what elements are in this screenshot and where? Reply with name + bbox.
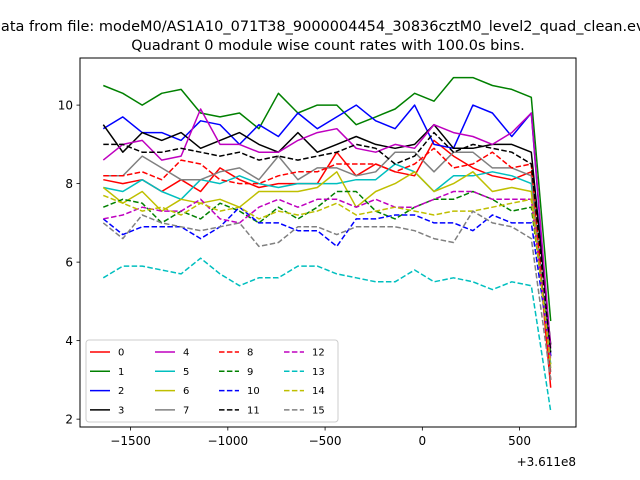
legend-label-3: 3 [118, 406, 124, 417]
x-tick-label: −500 [309, 434, 342, 448]
figure-suptitle: Data from file: modeM0/AS1A10_071T38_900… [0, 19, 640, 35]
series-line-9 [103, 190, 552, 353]
legend-label-7: 7 [183, 406, 189, 417]
legend-label-14: 14 [312, 386, 325, 397]
legend-label-15: 15 [312, 406, 325, 417]
series-line-11 [103, 131, 552, 353]
y-tick-label: 2 [65, 412, 73, 426]
x-tick-label: 500 [508, 434, 531, 448]
legend-label-5: 5 [183, 367, 189, 378]
legend-label-9: 9 [247, 367, 253, 378]
series-line-6 [102, 171, 552, 369]
legend-label-13: 13 [312, 367, 325, 378]
legend-label-4: 4 [183, 348, 189, 359]
y-tick-label: 4 [65, 334, 73, 348]
x-tick-label: 0 [419, 434, 427, 448]
legend-frame [85, 339, 339, 423]
series-line-13 [102, 257, 552, 412]
series-layer [102, 76, 552, 412]
legend-label-8: 8 [247, 348, 253, 359]
series-line-14 [103, 194, 552, 365]
x-axis: −1500 −1000 −500 0 500 [110, 427, 531, 448]
legend-label-0: 0 [118, 348, 124, 359]
legend-label-10: 10 [247, 386, 260, 397]
series-line-4 [102, 108, 552, 349]
series-line-1 [103, 76, 552, 322]
legend-label-1: 1 [118, 367, 124, 378]
series-line-15 [102, 210, 552, 381]
x-axis-offset-label: +3.611e8 [517, 455, 576, 469]
y-tick-label: 10 [58, 98, 73, 112]
x-tick-label: −1000 [208, 434, 249, 448]
series-line-10 [102, 206, 552, 357]
series-line-5 [103, 163, 552, 365]
series-line-7 [103, 151, 552, 373]
series-line-3 [102, 123, 552, 345]
chart-title: Quadrant 0 module wise count rates with … [131, 38, 525, 54]
legend-label-11: 11 [247, 406, 260, 417]
x-tick-label: −1500 [110, 434, 151, 448]
plot-area-frame [79, 57, 577, 428]
y-tick-label: 6 [65, 255, 73, 269]
y-axis: 2 4 6 8 10 [58, 98, 80, 426]
series-line-8 [103, 147, 552, 380]
y-tick-label: 8 [65, 177, 73, 191]
legend-label-2: 2 [118, 386, 124, 397]
series-line-12 [103, 190, 552, 361]
legend-label-6: 6 [183, 386, 189, 397]
series-line-2 [102, 104, 552, 357]
legend-label-12: 12 [312, 348, 325, 359]
